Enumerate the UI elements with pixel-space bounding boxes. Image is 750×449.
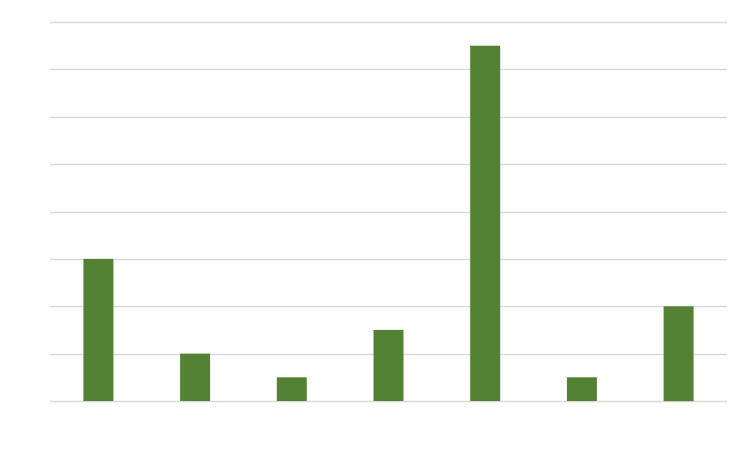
bar	[276, 377, 307, 401]
bar	[373, 329, 404, 401]
bar	[180, 353, 211, 401]
gridlines	[50, 21, 727, 403]
bar	[566, 377, 597, 401]
bar	[470, 45, 501, 401]
bar-series	[83, 45, 694, 402]
bar	[83, 258, 114, 401]
bar	[663, 306, 694, 402]
